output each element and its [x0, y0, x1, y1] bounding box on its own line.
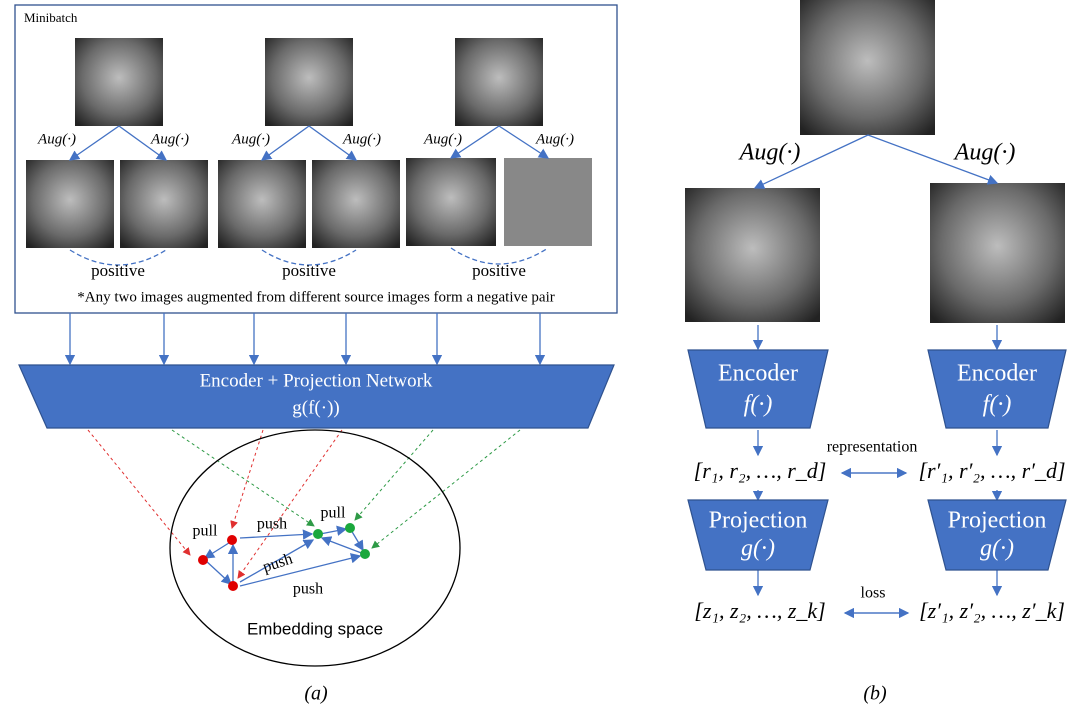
aug-label: Aug(·) — [342, 131, 381, 147]
encoder-title: Encoder — [957, 361, 1037, 387]
encoder-function: f(·) — [983, 392, 1012, 418]
output: [z₁, z₂, …, z_k] — [694, 598, 825, 623]
aug-label: Aug(·) — [738, 140, 801, 166]
encoder-title: Encoder + Projection Network — [200, 370, 433, 391]
aug-label: Aug(·) — [953, 140, 1016, 166]
pull-label: pull — [321, 505, 346, 522]
aug-arrows-a — [70, 126, 548, 160]
footnote: *Any two images augmented from different… — [77, 289, 554, 305]
positive-label: positive — [472, 261, 526, 280]
positive-label: positive — [91, 261, 145, 280]
projection-title: Projection — [948, 508, 1047, 534]
encoder-title: Encoder — [718, 361, 798, 387]
push-label: push — [293, 581, 323, 598]
aug-label: Aug(·) — [150, 131, 189, 147]
projection-function: g(·) — [741, 536, 775, 562]
embedding-arrows — [88, 430, 520, 578]
encoder-function: f(·) — [744, 392, 773, 418]
loss-label: loss — [861, 585, 886, 602]
aug-label: Aug(·) — [535, 131, 574, 147]
source-images — [26, 38, 592, 248]
aug-label: Aug(·) — [37, 131, 76, 147]
positive-label: positive — [282, 261, 336, 280]
aug-label: Aug(·) — [423, 131, 462, 147]
representation: [r₁, r₂, …, r_d] — [694, 458, 827, 483]
diagram: Minibatch Aug(·) Aug(·) Aug(·) Aug(·) Au… — [0, 0, 1086, 717]
projection-function: g(·) — [980, 536, 1014, 562]
embedding-label: Embedding space — [247, 619, 383, 638]
aug-label: Aug(·) — [231, 131, 270, 147]
batch-arrows — [70, 313, 540, 364]
caption-b: (b) — [863, 683, 887, 705]
projection-title: Projection — [709, 508, 808, 534]
caption-a: (a) — [304, 683, 328, 705]
representation: [r′₁, r′₂, …, r′_d] — [918, 458, 1065, 483]
encoder-function: g(f(·)) — [292, 397, 339, 418]
pull-label: pull — [193, 523, 218, 540]
representation-label: representation — [827, 439, 918, 456]
minibatch-label: Minibatch — [24, 10, 78, 25]
push-label: push — [261, 550, 295, 576]
push-label: push — [257, 516, 287, 533]
page: {"panel_a": {"minibatch_label": "Minibat… — [0, 0, 1086, 717]
output: [z′₁, z′₂, …, z′_k] — [919, 598, 1065, 623]
